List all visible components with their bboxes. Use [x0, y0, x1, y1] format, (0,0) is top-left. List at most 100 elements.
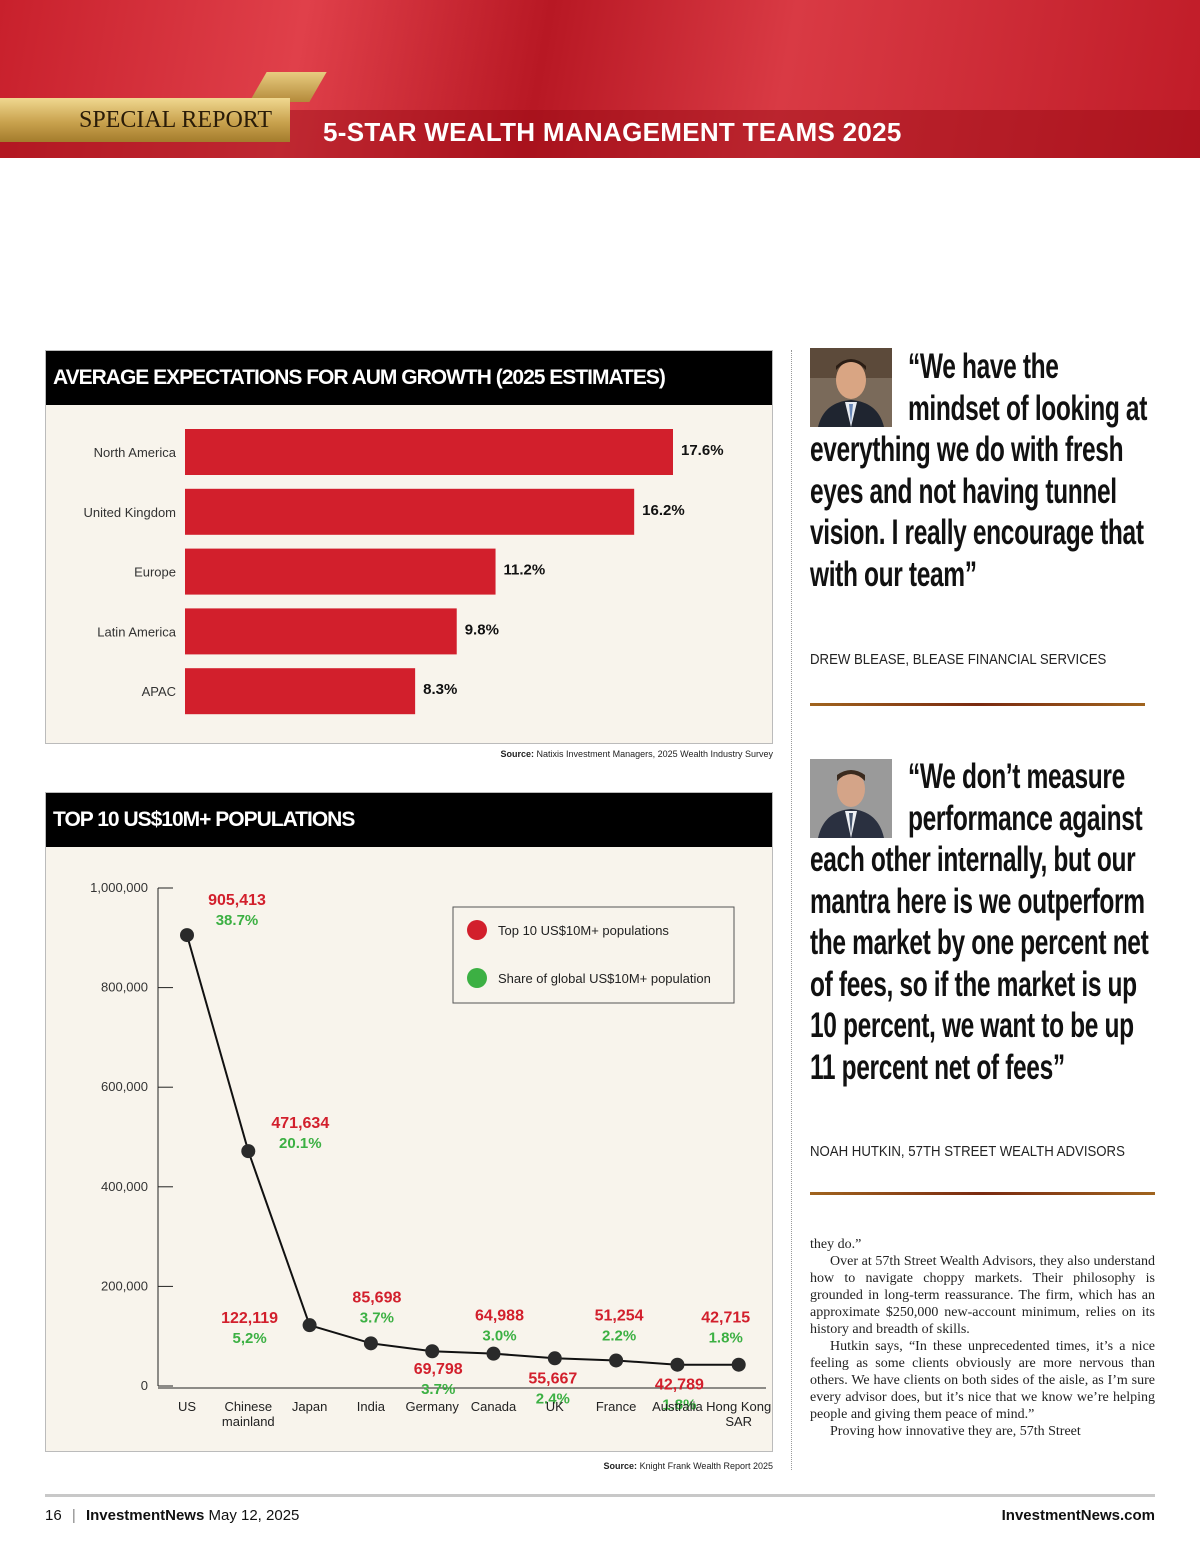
share-label: 1.8%: [662, 1397, 696, 1414]
bar: [185, 429, 673, 475]
x-tick-label: Canada: [470, 1399, 517, 1414]
pull-quote: “We have the mindset of looking at every…: [810, 346, 1155, 595]
quote-text: “We have the mindset of looking at every…: [810, 347, 1148, 594]
separator: |: [71, 1507, 76, 1524]
y-tick-label: 1,000,000: [90, 880, 148, 895]
value-label: 55,667: [528, 1370, 577, 1387]
paragraph: Over at 57th Street Wealth Advisors, the…: [810, 1254, 1155, 1337]
line: [186, 934, 739, 1366]
portrait: [810, 759, 892, 838]
line-chart: TOP 10 US$10M+ POPULATIONS 0 200,000 400,0…: [45, 792, 773, 1452]
source-label: Source:: [603, 1461, 638, 1471]
x-tick-label: Germany: [405, 1399, 459, 1414]
bar-chart: AVERAGE EXPECTATIONS FOR AUM GROWTH (202…: [45, 350, 773, 744]
quote-rule: [810, 1192, 1155, 1195]
legend-label: Top 10 US$10M+ populations: [498, 923, 669, 938]
share-label: 1.8%: [709, 1330, 743, 1347]
bar: [185, 668, 416, 715]
share-label: 2.4%: [536, 1390, 570, 1407]
share-label: 5,2%: [232, 1330, 266, 1347]
portrait-art: [810, 759, 892, 838]
point: [302, 1318, 317, 1333]
share-label: 38.7%: [216, 912, 259, 929]
photo-space: [810, 756, 908, 836]
y-tick-label: 400,000: [101, 1179, 148, 1194]
article-body: they do.” Over at 57th Street Wealth Adv…: [810, 1236, 1155, 1440]
value-label: 9.8%: [465, 621, 499, 638]
x-tick-label: UK: [545, 1399, 564, 1414]
issue-date: May 12, 2025: [208, 1507, 300, 1524]
x-tick-label: US: [177, 1399, 197, 1414]
bar: [185, 488, 635, 535]
point: [547, 1351, 562, 1366]
y-tick-label: 800,000: [101, 980, 148, 995]
quote-rule: [810, 703, 1145, 706]
paragraph: they do.”: [810, 1237, 862, 1252]
publication: InvestmentNews: [85, 1507, 205, 1524]
y-tick-label: 0: [141, 1378, 148, 1393]
pull-quote: “We don’t measure performance against ea…: [810, 756, 1155, 1088]
value-label: 51,254: [595, 1307, 644, 1324]
category-label: APAC: [142, 684, 176, 699]
paragraph: Proving how innovative they are, 57th St…: [830, 1424, 1081, 1439]
value-label: 17.6%: [681, 442, 724, 459]
x-tick-label: India: [356, 1399, 385, 1414]
x-tick-label: Hong Kong SAR: [706, 1399, 772, 1429]
source-note: Source: Natixis Investment Managers, 202…: [45, 749, 773, 759]
share-label: 3.7%: [360, 1309, 394, 1326]
footer-rule: [45, 1494, 1155, 1497]
chart-title: AVERAGE EXPECTATIONS FOR AUM GROWTH (202…: [46, 351, 772, 405]
quote-attribution: DREW BLEASE, BLEASE FINANCIAL SERVICES: [810, 651, 1107, 668]
value-label: 11.2%: [504, 562, 546, 579]
quote-text: “We don’t measure performance against ea…: [810, 757, 1149, 1087]
legend-swatch: [467, 968, 487, 988]
point: [180, 928, 194, 943]
paragraph: Hutkin says, “In these unprecedented tim…: [810, 1339, 1155, 1422]
category-label: Europe: [134, 565, 176, 580]
x-tick-label: Australia: [652, 1399, 703, 1414]
point: [609, 1353, 624, 1368]
category-label: North America: [94, 445, 177, 460]
category-label: Latin America: [97, 624, 177, 639]
value-label: 42,715: [701, 1310, 750, 1327]
column-rule: [791, 350, 792, 1470]
chart-plot: 0 200,000 400,000 600,000 800,000 1,000,000 90…: [90, 880, 766, 1414]
point: [670, 1357, 685, 1372]
point: [731, 1357, 746, 1372]
share-label: 3.0%: [482, 1328, 516, 1345]
source: Natixis Investment Managers, 2025 Wealth…: [536, 749, 773, 759]
category-label: United Kingdom: [84, 505, 177, 520]
share-label: 3.7%: [421, 1381, 455, 1398]
legend-box: [452, 906, 735, 1004]
value-label: 905,413: [208, 892, 266, 909]
photo-space: [810, 346, 908, 426]
bar: [185, 548, 496, 595]
value-label: 16.2%: [642, 502, 685, 519]
header: SPECIAL REPORT 5-STAR WEALTH MANAGEMENT …: [0, 0, 1200, 158]
value-label: 471,634: [271, 1115, 329, 1132]
chart-plot: North America 17.6% United Kingdom 16.2% Eur…: [84, 429, 724, 715]
value-label: 69,798: [414, 1361, 463, 1378]
share-label: 20.1%: [279, 1135, 322, 1152]
bar: [185, 608, 457, 655]
x-tick-label: Japan: [291, 1399, 328, 1414]
source-note: Source: Knight Frank Wealth Report 2025: [45, 1461, 773, 1471]
portrait: [810, 348, 892, 427]
source-label: Source:: [500, 749, 535, 759]
quote-attribution: NOAH HUTKIN, 57TH STREET WEALTH ADVISORS: [810, 1143, 1125, 1160]
x-tick-label: Chinese mainland: [221, 1399, 275, 1429]
website: InvestmentNews.com: [1001, 1507, 1155, 1524]
portrait-art: [810, 348, 892, 427]
y-tick-label: 600,000: [101, 1079, 148, 1094]
legend-swatch: [467, 920, 487, 940]
value-label: 8.3%: [423, 681, 457, 698]
footer: 16 | InvestmentNews May 12, 2025 Investm…: [45, 1507, 1155, 1524]
point: [241, 1144, 256, 1159]
source: Knight Frank Wealth Report 2025: [639, 1461, 773, 1471]
value-label: 122,119: [221, 1310, 278, 1327]
point: [363, 1336, 378, 1351]
header-title: 5-STAR WEALTH MANAGEMENT TEAMS 2025: [323, 117, 902, 147]
value-label: 42,789: [655, 1377, 704, 1394]
chart-title: TOP 10 US$10M+ POPULATIONS: [46, 793, 772, 847]
